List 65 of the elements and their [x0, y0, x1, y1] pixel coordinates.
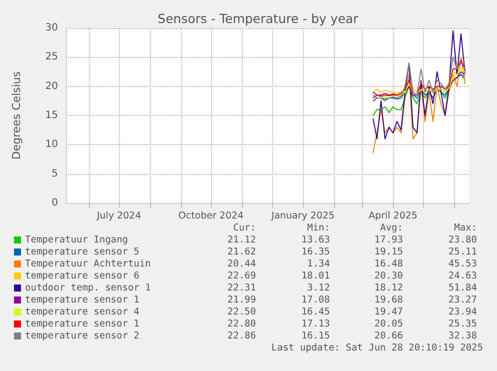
y-tick-label: 20 — [45, 80, 58, 92]
text: 25.11 — [448, 246, 478, 258]
text: Cur: — [233, 222, 256, 234]
legend-label: temperature sensor 6 — [25, 270, 140, 282]
text: 18.01 — [301, 270, 330, 282]
chart-title: Sensors - Temperature - by year — [158, 11, 360, 26]
text: 17.08 — [301, 294, 330, 306]
text: Min: — [307, 222, 330, 234]
text: 25.35 — [448, 318, 478, 330]
x-tick-label: April 2025 — [368, 210, 418, 222]
text: 21.62 — [227, 246, 256, 258]
text: 21.12 — [227, 234, 256, 246]
y-tick-label: 30 — [45, 22, 58, 34]
legend-label: Temperatuur Ingang — [25, 234, 128, 246]
legend-label: temperature sensor 2 — [25, 330, 140, 342]
text: 23.80 — [448, 234, 478, 246]
text: 45.53 — [448, 258, 478, 270]
text: Max: — [454, 222, 478, 234]
text: 22.86 — [227, 330, 256, 342]
legend-label: temperature sensor 4 — [25, 306, 140, 318]
legend-label: Temperatuur Achtertuin — [25, 258, 151, 270]
text: 20.30 — [374, 270, 404, 282]
text: 20.44 — [227, 258, 256, 270]
text: 16.45 — [301, 306, 330, 318]
y-tick-label: 0 — [52, 198, 58, 208]
text: Avg: — [380, 222, 404, 234]
text: 21.99 — [227, 294, 256, 306]
text: 24.63 — [448, 270, 478, 282]
legend-label: temperature sensor 1 — [25, 318, 140, 330]
text: 16.15 — [301, 330, 330, 342]
text: 19.47 — [374, 306, 404, 318]
text: 20.66 — [374, 330, 404, 342]
legend-label: temperature sensor 1 — [25, 294, 140, 306]
y-axis-title: Degrees Celsius — [10, 71, 23, 160]
x-tick-label: July 2024 — [96, 210, 142, 222]
text: 22.69 — [227, 270, 256, 282]
text: 17.13 — [301, 318, 330, 330]
text: 22.31 — [227, 282, 256, 294]
text: 23.94 — [448, 306, 478, 318]
text: 22.50 — [227, 306, 256, 318]
text: 32.38 — [448, 330, 478, 342]
text: 19.15 — [374, 246, 404, 258]
text: 17.93 — [374, 234, 404, 246]
text: 23.27 — [448, 294, 478, 306]
text: 1.34 — [307, 258, 330, 270]
x-tick-label: October 2024 — [178, 210, 244, 222]
line-series — [372, 56, 466, 154]
y-tick-label: 5 — [52, 168, 58, 180]
text: 22.80 — [227, 318, 256, 330]
text: 16.35 — [301, 246, 330, 258]
text: 20.05 — [374, 318, 404, 330]
text: 3.12 — [307, 282, 330, 294]
legend-label: temperature sensor 5 — [25, 246, 140, 258]
text: 19.68 — [374, 294, 404, 306]
y-tick-label: 15 — [45, 110, 58, 121]
legend-label: outdoor temp. sensor 1 — [25, 282, 152, 294]
text: 51.84 — [448, 282, 478, 294]
y-tick-label: 25 — [45, 52, 58, 63]
text: 18.12 — [374, 282, 404, 294]
text: 13.63 — [301, 234, 330, 246]
x-tick-label: January 2025 — [270, 210, 335, 222]
line-series — [372, 30, 466, 140]
text: Last update: Sat Jun 28 20:10:19 2025 — [271, 342, 484, 354]
text: 16.48 — [374, 258, 404, 270]
y-tick-label: 10 — [45, 139, 58, 150]
